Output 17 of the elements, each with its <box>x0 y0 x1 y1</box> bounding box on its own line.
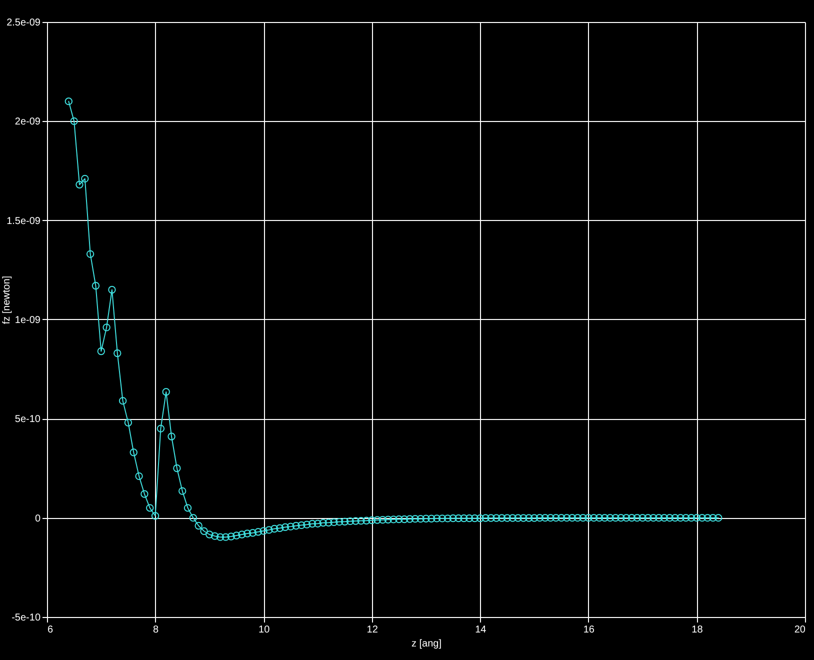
x-tick-label: 10 <box>258 624 270 636</box>
y-tick-label: 1e-09 <box>14 315 41 326</box>
y-tick-label: 2.5e-09 <box>6 18 41 28</box>
x-tick-label: 12 <box>366 624 378 636</box>
x-tick-label: 18 <box>692 624 704 636</box>
y-tick-label: 5e-10 <box>14 414 41 426</box>
x-tick-label: 20 <box>794 624 806 636</box>
y-axis-title: fz [newton] <box>2 276 12 324</box>
y-tick-label: 2e-09 <box>14 116 41 128</box>
y-tick-label: 1.5e-09 <box>6 216 41 227</box>
x-tick-label: 14 <box>475 624 487 636</box>
x-axis-title: z [ang] <box>411 638 442 650</box>
y-tick-label: 0 <box>34 513 41 524</box>
x-tick-label: 6 <box>48 624 54 636</box>
y-tick-label: -5e-10 <box>12 612 41 624</box>
x-tick-label: 8 <box>153 624 160 636</box>
x-tick-label: 16 <box>583 624 595 636</box>
